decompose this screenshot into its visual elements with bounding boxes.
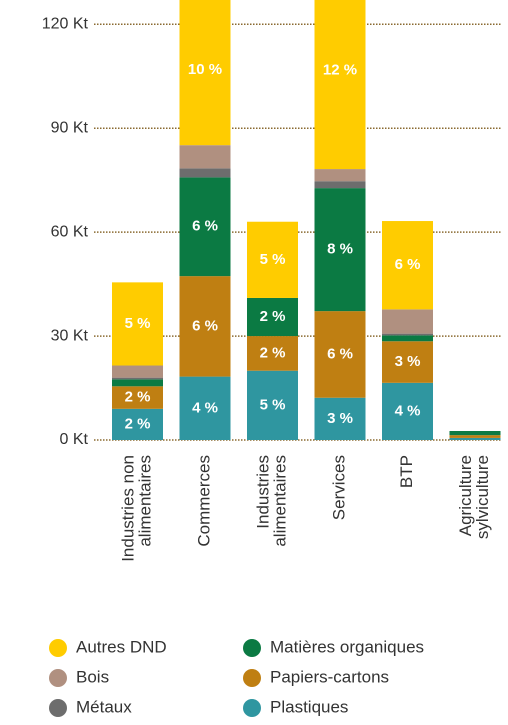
bar-segment <box>179 145 231 169</box>
percent-label: 2 % <box>260 308 286 325</box>
bar-segment <box>179 168 231 178</box>
percent-label: 3 % <box>395 353 421 370</box>
legend-label: Métaux <box>76 697 132 716</box>
legend-label: Plastiques <box>270 697 348 716</box>
bar-segment <box>449 430 501 436</box>
x-tick-label: Agriculture <box>456 455 475 536</box>
percent-label: 2 % <box>125 389 151 406</box>
bar-segment <box>112 386 163 409</box>
y-tick-label: 90 Kt <box>51 119 89 136</box>
percent-label: 6 % <box>395 256 421 273</box>
bar-segment <box>314 311 366 398</box>
legend-swatch <box>243 669 261 687</box>
percent-label: 6 % <box>192 317 218 334</box>
percent-label: 2 % <box>125 415 151 432</box>
bar-segment <box>247 336 298 371</box>
bar-segment <box>179 177 231 277</box>
x-tick-label: sylviculture <box>473 455 492 539</box>
legend-label: Matières organiques <box>270 637 424 656</box>
percent-label: 5 % <box>260 251 286 268</box>
percent-label: 6 % <box>327 345 353 362</box>
legend-label: Papiers-cartons <box>270 667 389 686</box>
percent-label: 4 % <box>192 399 218 416</box>
bar-segment <box>247 370 298 440</box>
y-tick-label: 30 Kt <box>51 327 89 344</box>
bar-segment <box>382 333 433 336</box>
bar-segment <box>112 282 163 366</box>
bar-segment <box>112 408 163 440</box>
x-tick-label: alimentaires <box>270 455 289 547</box>
x-tick-label: Services <box>329 455 348 520</box>
percent-label: 6 % <box>192 218 218 235</box>
bar-segment <box>314 0 366 170</box>
x-tick-label: BTP <box>397 455 416 488</box>
bar-segment <box>382 382 433 440</box>
percent-label: 3 % <box>327 410 353 427</box>
bar-segment <box>179 0 231 146</box>
bar-segment <box>314 181 366 189</box>
bar-segment <box>112 365 163 378</box>
legend-label: Autres DND <box>76 637 167 656</box>
bar-segment <box>449 435 501 438</box>
legend-swatch <box>243 699 261 717</box>
percent-label: 10 % <box>188 61 222 78</box>
bar-segment <box>179 276 231 377</box>
x-tick-label: Commerces <box>194 455 213 547</box>
y-tick-label: 0 Kt <box>60 431 89 448</box>
y-tick-label: 60 Kt <box>51 223 89 240</box>
bar-segment <box>314 188 366 312</box>
bar-segment <box>382 309 433 334</box>
x-tick-label: Industries non <box>118 455 137 562</box>
x-tick-label: Industries <box>253 455 272 529</box>
percent-label: 5 % <box>260 396 286 413</box>
legend-label: Bois <box>76 667 109 686</box>
percent-label: 2 % <box>260 344 286 361</box>
legend-swatch <box>49 699 67 717</box>
bar-segment <box>112 377 163 380</box>
percent-label: 5 % <box>125 315 151 332</box>
percent-label: 4 % <box>395 402 421 419</box>
bar-segment <box>112 379 163 387</box>
legend-swatch <box>49 639 67 657</box>
percent-label: 12 % <box>323 61 357 78</box>
y-tick-label: 120 Kt <box>42 15 89 32</box>
percent-label: 8 % <box>327 241 353 258</box>
legend-swatch <box>243 639 261 657</box>
bar-segment <box>179 376 231 440</box>
bar-segment <box>314 397 366 440</box>
bar-segment <box>247 297 298 337</box>
legend-swatch <box>49 669 67 687</box>
x-tick-label: alimentaires <box>135 455 154 547</box>
bar-segment <box>382 335 433 342</box>
bar-segment <box>247 221 298 298</box>
bar-segment <box>314 169 366 182</box>
bar-segment <box>382 341 433 383</box>
bar-segment <box>382 221 433 310</box>
bar-segment <box>449 437 501 440</box>
